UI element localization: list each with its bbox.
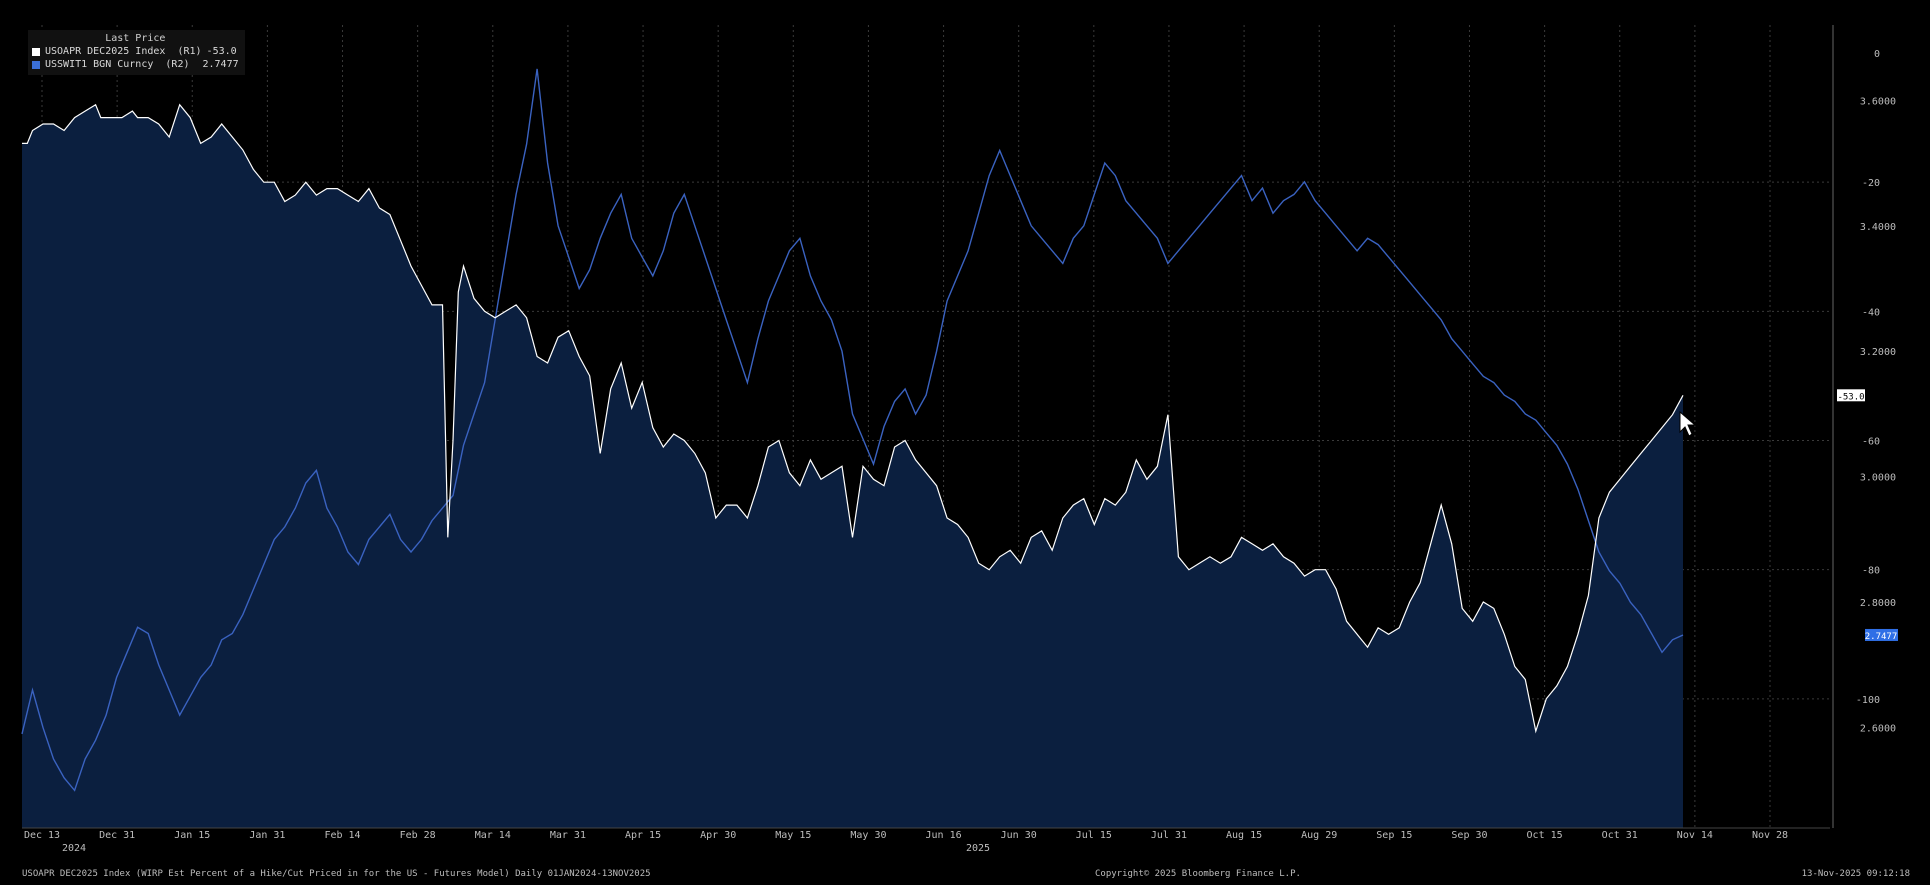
legend-value: 2.7477 bbox=[202, 59, 239, 70]
footer-description: USOAPR DEC2025 Index (WIRP Est Percent o… bbox=[22, 869, 651, 879]
x-axis: Dec 13 Dec 31 Jan 15 Jan 31 Feb 14 Feb 28 Mar … bbox=[22, 827, 1830, 854]
y2-tick-label: 2.6000 bbox=[1860, 724, 1896, 735]
x-tick-label: Jan 15 bbox=[174, 830, 210, 841]
y1-tick-label: 0 bbox=[1874, 49, 1880, 60]
legend: Last Price USOAPR DEC2025 Index (R1) -53… bbox=[28, 30, 245, 75]
x-tick-label: Mar 14 bbox=[475, 830, 511, 841]
x-tick-label: May 15 bbox=[775, 830, 811, 841]
y1-tick-label: -80 bbox=[1862, 566, 1880, 577]
y2-tick-label: 3.2000 bbox=[1860, 347, 1896, 358]
legend-label: USSWIT1 BGN Curncy (R2) bbox=[45, 59, 190, 70]
year-label: 2024 bbox=[62, 843, 86, 854]
x-tick-label: Jun 30 bbox=[1001, 830, 1037, 841]
year-label: 2025 bbox=[966, 843, 990, 854]
y1-tick-label: -60 bbox=[1862, 437, 1880, 448]
x-tick-label: Oct 15 bbox=[1527, 830, 1563, 841]
x-tick-label: Apr 15 bbox=[625, 830, 661, 841]
legend-label: USOAPR DEC2025 Index (R1) bbox=[45, 46, 202, 57]
legend-item-r2[interactable]: USSWIT1 BGN Curncy (R2) 2.7477 bbox=[32, 58, 239, 71]
x-tick-label: Sep 15 bbox=[1376, 830, 1412, 841]
x-tick-label: Feb 14 bbox=[324, 830, 360, 841]
legend-value: -53.0 bbox=[206, 46, 237, 57]
x-tick-label: Apr 30 bbox=[700, 830, 736, 841]
y1-tick-label: -40 bbox=[1862, 307, 1880, 318]
legend-header: Last Price bbox=[105, 33, 166, 44]
legend-swatch-icon bbox=[32, 60, 40, 69]
legend-swatch-icon bbox=[32, 47, 40, 56]
r2-last-value-tag bbox=[1865, 628, 1898, 641]
x-tick-label: Sep 30 bbox=[1451, 830, 1487, 841]
mouse-cursor-icon bbox=[1679, 410, 1697, 437]
x-tick-label: Jul 15 bbox=[1076, 830, 1112, 841]
x-tick-label: Mar 31 bbox=[550, 830, 586, 841]
r1-series-line bbox=[22, 103, 1684, 734]
x-tick-label: Jul 31 bbox=[1151, 830, 1187, 841]
y1-tick-label: -100 bbox=[1856, 695, 1880, 706]
y-axis: 0 -20 -40 -60 -80 -100 3.6000 3.4000 3.2000 3.000… bbox=[1832, 25, 1896, 828]
y1-tick-label: -20 bbox=[1862, 178, 1880, 189]
x-tick-label: Nov 14 bbox=[1677, 830, 1713, 841]
y2-tick-label: 3.0000 bbox=[1860, 473, 1896, 484]
x-tick-label: Nov 28 bbox=[1752, 830, 1788, 841]
x-tick-label: Aug 15 bbox=[1226, 830, 1262, 841]
y2-tick-label: 3.6000 bbox=[1860, 96, 1896, 107]
x-tick-label: Feb 28 bbox=[400, 830, 436, 841]
x-tick-label: Dec 31 bbox=[99, 830, 135, 841]
x-tick-label: May 30 bbox=[850, 830, 886, 841]
legend-item-r1[interactable]: USOAPR DEC2025 Index (R1) -53.0 bbox=[32, 45, 239, 58]
y2-tick-label: 2.8000 bbox=[1860, 598, 1896, 609]
footer-timestamp: 13-Nov-2025 09:12:18 bbox=[1801, 869, 1910, 879]
x-tick-label: Oct 31 bbox=[1602, 830, 1638, 841]
y2-tick-label: 3.4000 bbox=[1860, 222, 1896, 233]
last-value-tags: -53.0 2.7477 bbox=[1837, 389, 1898, 642]
r1-last-value-text: -53.0 bbox=[1837, 392, 1864, 402]
r2-series-line bbox=[21, 68, 1684, 792]
footer-copyright: Copyright© 2025 Bloomberg Finance L.P. bbox=[1095, 869, 1301, 879]
r2-last-value-text: 2.7477 bbox=[1865, 632, 1898, 642]
x-tick-label: Jan 31 bbox=[249, 830, 285, 841]
x-tick-label: Dec 13 bbox=[24, 830, 60, 841]
r1-area-fill bbox=[22, 104, 1683, 828]
x-tick-label: Aug 29 bbox=[1301, 830, 1337, 841]
r1-last-value-tag bbox=[1837, 389, 1865, 402]
series-layer bbox=[21, 68, 1684, 828]
x-tick-label: Jun 16 bbox=[926, 830, 962, 841]
